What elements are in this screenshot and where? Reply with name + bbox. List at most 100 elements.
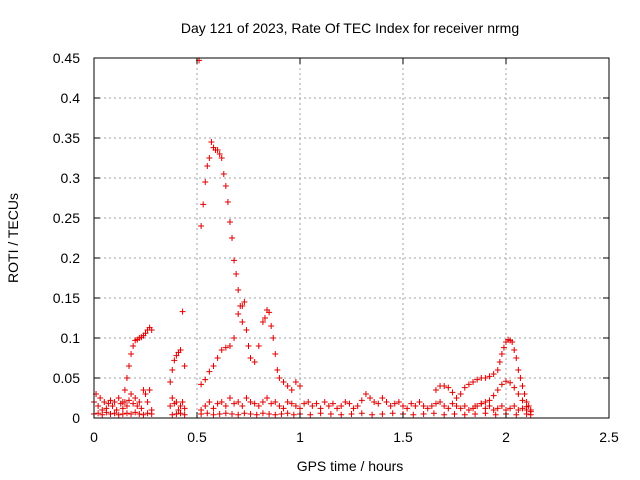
data-point — [420, 403, 427, 409]
data-point — [243, 327, 250, 333]
data-point — [284, 410, 291, 417]
series-secondary-lower — [472, 378, 530, 410]
data-point — [408, 400, 415, 407]
data-point — [465, 407, 472, 413]
data-point — [527, 411, 534, 418]
data-point — [115, 395, 122, 401]
data-point — [259, 399, 266, 405]
data-point — [276, 375, 283, 381]
data-point — [109, 403, 116, 409]
data-point — [494, 367, 501, 373]
data-point — [441, 411, 448, 418]
x-tick-label: 0 — [90, 429, 98, 445]
series-main-peak — [196, 57, 246, 325]
data-point — [123, 410, 130, 417]
data-point — [449, 389, 456, 396]
data-point — [179, 308, 186, 315]
data-point — [128, 391, 135, 397]
data-point — [437, 399, 444, 405]
data-point — [317, 410, 324, 417]
data-point — [513, 411, 520, 418]
data-point — [511, 347, 518, 353]
data-point — [255, 403, 262, 409]
data-point — [280, 379, 287, 385]
data-point — [130, 343, 137, 349]
data-point — [181, 363, 188, 369]
data-point — [224, 199, 231, 205]
data-point — [181, 411, 188, 418]
data-point — [181, 405, 188, 412]
data-point — [216, 151, 223, 157]
data-point — [515, 367, 522, 373]
data-point — [235, 287, 242, 293]
series-secondary-peak — [432, 336, 534, 413]
data-point — [307, 411, 314, 418]
y-tick-label: 0.3 — [61, 170, 81, 186]
data-point — [513, 355, 520, 361]
data-point — [478, 400, 485, 407]
data-point — [268, 323, 275, 329]
y-tick-label: 0.15 — [53, 290, 80, 306]
data-point — [424, 405, 431, 412]
data-point — [496, 359, 503, 365]
data-point — [126, 363, 133, 369]
data-point — [268, 400, 275, 407]
data-point — [171, 357, 178, 364]
x-tick-label: 2 — [502, 429, 510, 445]
data-point — [441, 403, 448, 409]
data-point — [222, 410, 229, 417]
data-point — [253, 411, 260, 418]
data-point — [445, 384, 452, 391]
data-point — [498, 381, 505, 388]
data-point — [274, 367, 281, 373]
data-point — [259, 319, 266, 325]
data-point — [148, 411, 155, 417]
data-point — [266, 411, 273, 417]
data-point — [208, 139, 215, 145]
data-point — [490, 392, 497, 399]
data-point — [169, 411, 176, 418]
data-point — [490, 407, 497, 413]
data-point — [492, 411, 499, 418]
data-point — [95, 403, 102, 409]
data-point — [474, 403, 481, 409]
data-point — [179, 399, 186, 405]
x-tick-labels: 0 0.5 1 1.5 2 2.5 — [90, 429, 619, 445]
data-point — [198, 411, 205, 417]
data-point — [430, 410, 437, 417]
data-point — [214, 147, 221, 153]
series-baseline — [91, 387, 534, 415]
data-point — [218, 399, 225, 405]
x-tick-label: 0.5 — [187, 429, 207, 445]
data-point — [226, 395, 233, 401]
x-tick-label: 1 — [296, 429, 304, 445]
data-point — [327, 411, 334, 417]
data-point — [379, 395, 386, 401]
data-point — [420, 411, 427, 417]
data-point — [270, 335, 277, 341]
data-point — [107, 411, 114, 417]
data-point — [123, 403, 130, 409]
y-tick-labels: 0 0.05 0.1 0.15 0.2 0.25 0.3 0.35 0.4 0.45 — [53, 50, 80, 426]
data-point — [121, 387, 128, 393]
data-point — [494, 405, 501, 412]
data-point — [358, 397, 365, 404]
data-point — [334, 405, 341, 412]
data-point — [132, 409, 139, 416]
data-point — [472, 411, 479, 417]
data-point — [210, 405, 217, 412]
data-point — [321, 399, 328, 405]
data-point — [251, 359, 258, 365]
data-point — [251, 400, 258, 407]
data-point — [441, 383, 448, 389]
data-point — [519, 405, 526, 412]
data-point — [498, 403, 505, 409]
data-point — [387, 403, 394, 409]
data-point — [121, 399, 128, 405]
data-point — [235, 411, 242, 418]
data-point — [233, 271, 240, 277]
data-point — [146, 387, 153, 393]
data-point — [204, 410, 211, 417]
data-point — [482, 375, 489, 381]
